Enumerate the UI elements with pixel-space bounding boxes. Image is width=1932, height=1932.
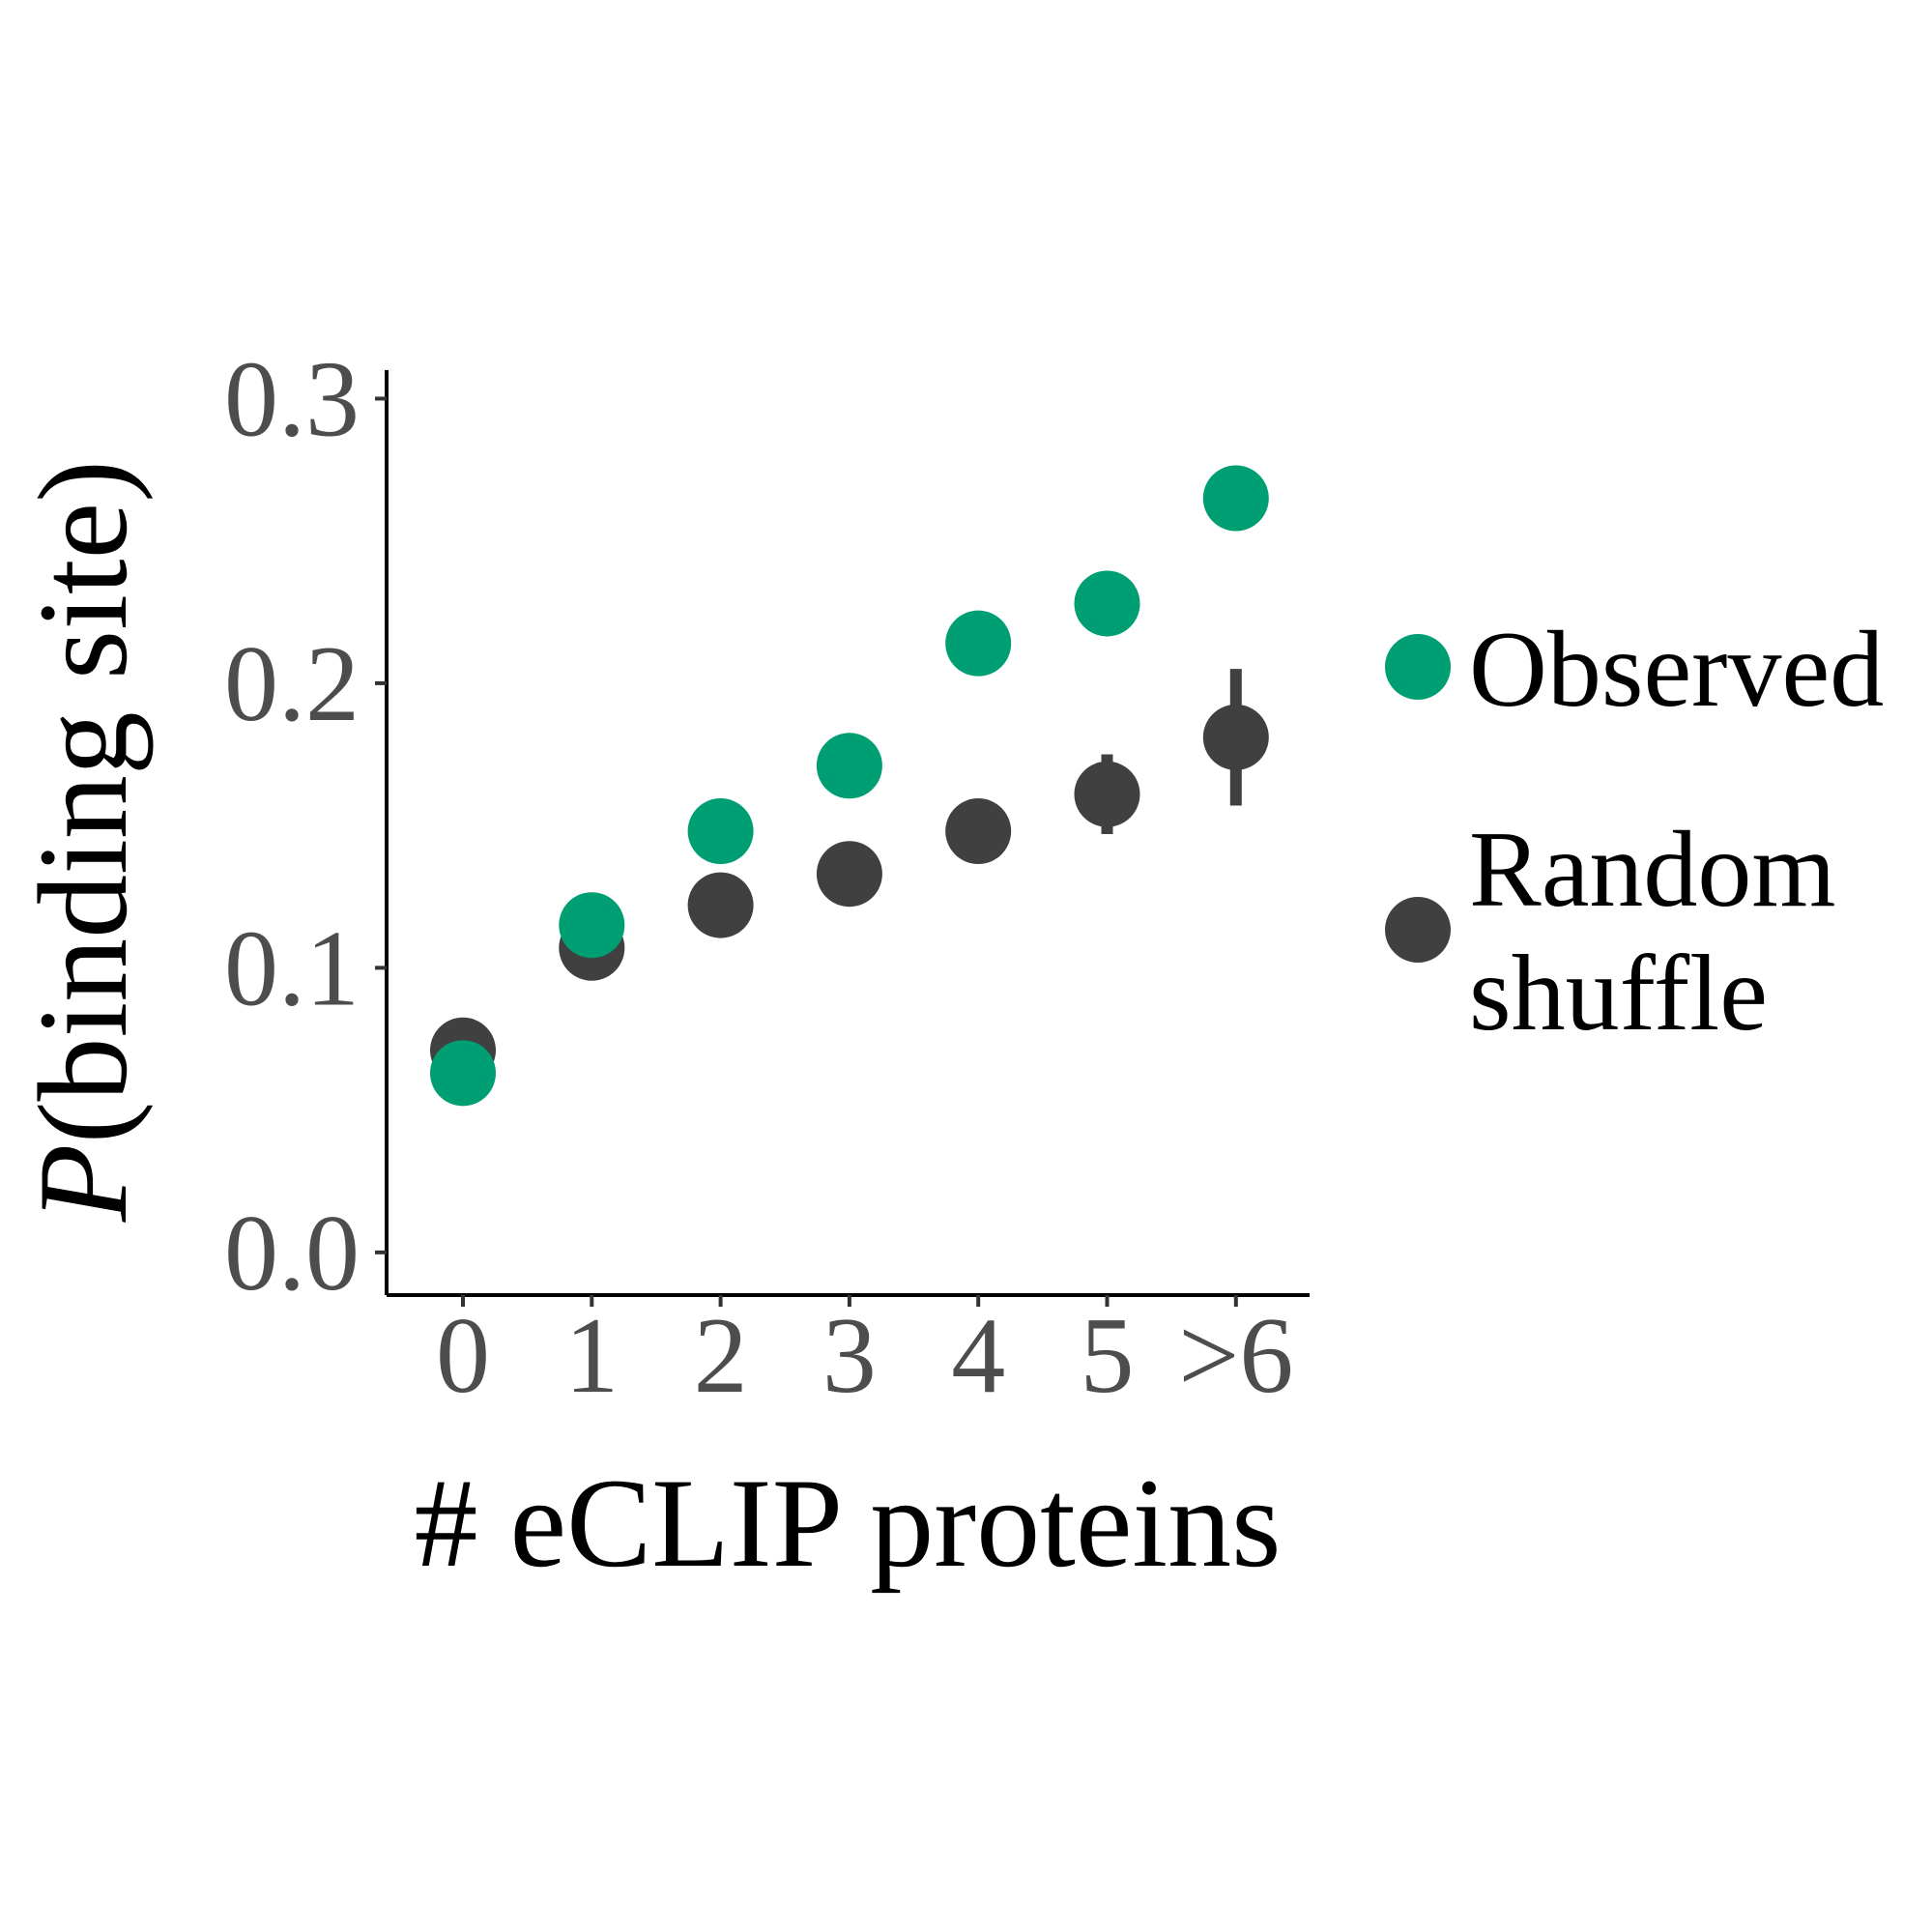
- legend: Observed Random shuffle: [1385, 610, 1884, 1053]
- y-axis-title-rest: (binding site): [12, 460, 154, 1144]
- legend-random-label-line2: shuffle: [1469, 934, 1768, 1053]
- x-tick-label: 1: [564, 1296, 619, 1416]
- observed-point: [945, 610, 1012, 677]
- random-shuffle-point: [816, 841, 882, 908]
- y-tick-label: 0.1: [224, 908, 360, 1028]
- x-tick-label: 3: [822, 1296, 877, 1416]
- legend-random-key: [1385, 897, 1451, 963]
- legend-random-label-line1: Random: [1469, 810, 1836, 930]
- observed-point: [1202, 465, 1269, 532]
- observed-point: [430, 1040, 496, 1107]
- axes: [385, 370, 1310, 1297]
- x-axis-title: # eCLIP proteins: [415, 1452, 1282, 1594]
- x-tick-label: 2: [694, 1296, 748, 1416]
- x-ticks: 0 1 2 3 4 5 >6: [436, 1295, 1293, 1416]
- x-tick-label: 5: [1081, 1296, 1135, 1416]
- y-tick-label: 0.3: [224, 339, 360, 459]
- random-shuffle-point: [687, 872, 754, 938]
- random-shuffle-point: [945, 798, 1012, 865]
- y-ticks: 0.0 0.1 0.2 0.3: [224, 339, 387, 1313]
- y-axis-title: P(binding site): [12, 460, 154, 1223]
- x-tick-label: 0: [436, 1296, 490, 1416]
- data-points: [430, 465, 1269, 1107]
- observed-point: [687, 798, 754, 865]
- random-shuffle-point: [1074, 761, 1140, 827]
- observed-point: [1074, 570, 1140, 637]
- y-axis-title-italic: P: [12, 1143, 154, 1223]
- y-tick-label: 0.2: [224, 624, 360, 744]
- x-tick-label: 4: [951, 1296, 1005, 1416]
- legend-observed-key: [1385, 634, 1451, 700]
- random-shuffle-point: [1202, 704, 1269, 770]
- observed-point: [816, 733, 882, 799]
- observed-point: [559, 892, 625, 959]
- y-tick-label: 0.0: [224, 1194, 360, 1313]
- legend-observed-label: Observed: [1469, 610, 1884, 730]
- x-tick-label: >6: [1178, 1296, 1293, 1416]
